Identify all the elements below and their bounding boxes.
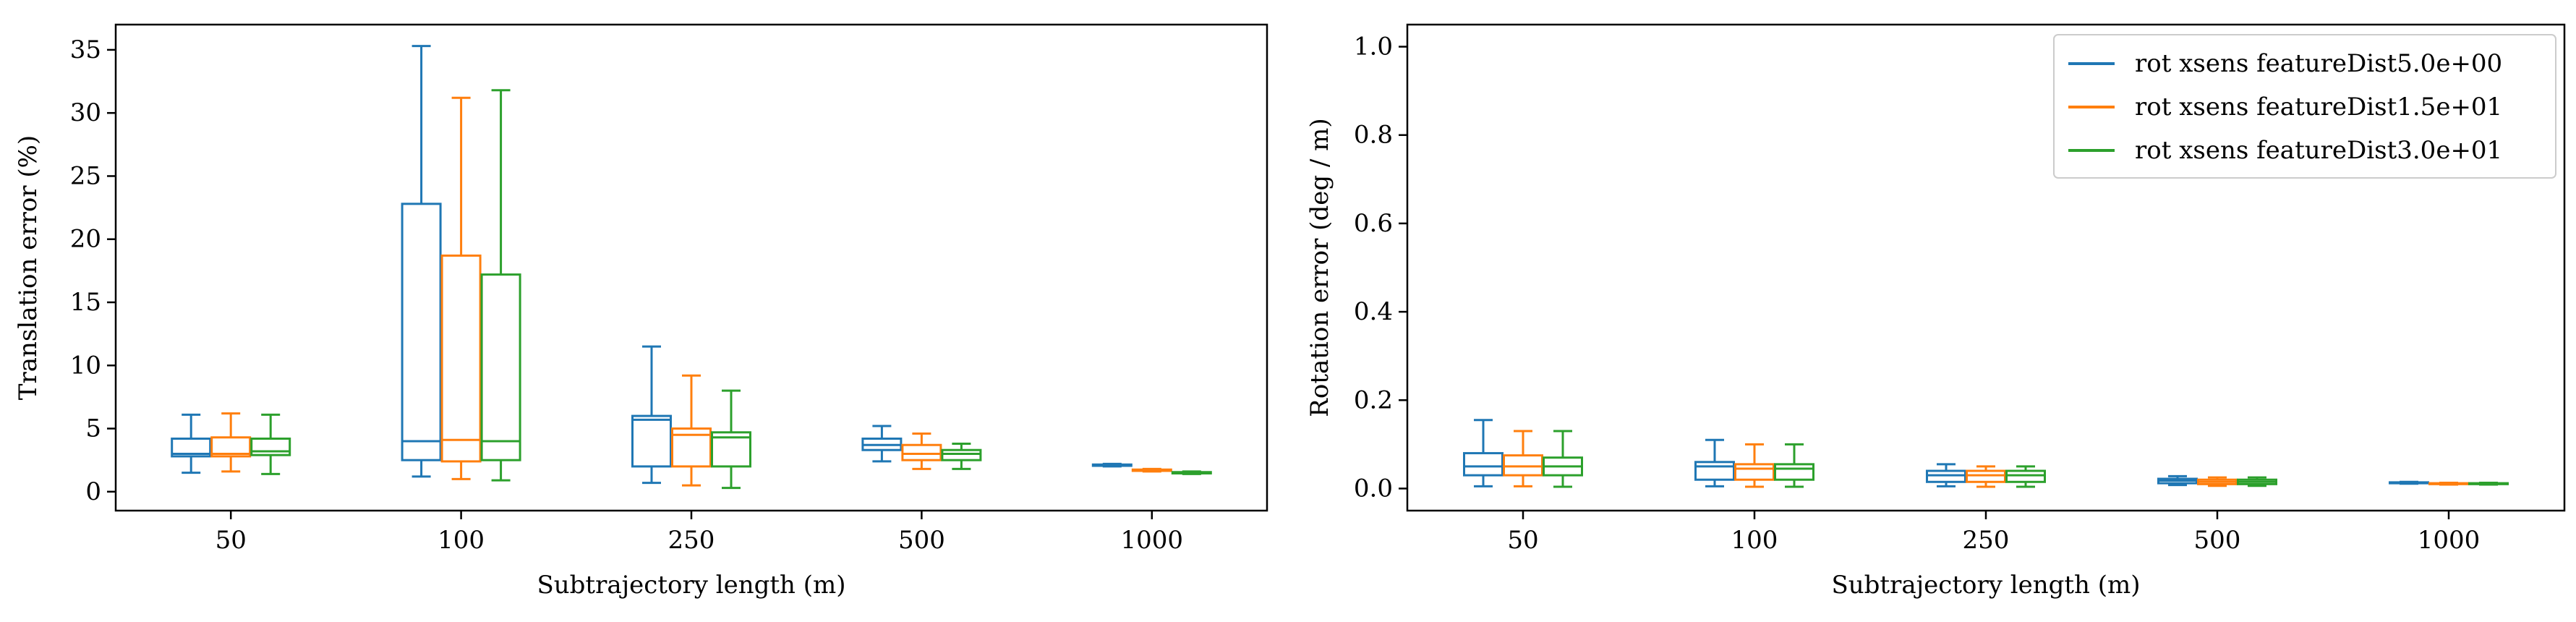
box-iqr <box>171 438 212 458</box>
box-1000-series-2 <box>1131 467 1172 473</box>
box-iqr <box>2005 469 2046 483</box>
box-1000-series-1 <box>2389 480 2429 485</box>
box-50-series-1 <box>1463 419 1504 487</box>
box-100-series-3 <box>480 89 521 482</box>
y-tick-label: 20 <box>70 225 101 254</box>
box-iqr <box>401 203 442 461</box>
x-tick-label: 250 <box>668 526 715 555</box>
x-tick-label: 1000 <box>2418 526 2481 555</box>
box-100-series-1 <box>1694 438 1735 487</box>
legend-label-1: rot xsens featureDist5.0e+00 <box>2135 49 2502 78</box>
box-250-series-3 <box>711 389 751 490</box>
box-iqr <box>250 438 291 456</box>
x-axis-label: Subtrajectory length (m) <box>537 571 845 600</box>
y-axis-label: Rotation error (deg / m) <box>1305 118 1334 417</box>
y-tick-label: 10 <box>70 351 101 380</box>
box-1000-series-2 <box>2428 482 2469 486</box>
box-100-series-1 <box>401 45 442 478</box>
box-iqr <box>1694 461 1735 481</box>
box-iqr <box>671 427 712 468</box>
legend-frame <box>2053 34 2556 179</box>
y-tick-label: 30 <box>70 98 101 127</box>
legend: rot xsens featureDist5.0e+00 rot xsens fe… <box>2053 34 2556 179</box>
plot-2: 0.0 0.2 0.4 0.6 0.8 1.0 50 100 250 500 1000 Subtraj… <box>1305 23 2566 600</box>
x-tick-label: 500 <box>898 526 945 555</box>
box-50-series-1 <box>171 413 212 474</box>
y-tick-label: 0.4 <box>1354 297 1393 326</box>
box-50-series-3 <box>250 413 291 475</box>
box-iqr <box>1966 469 2006 483</box>
box-iqr <box>631 414 672 468</box>
box-50-series-2 <box>1503 430 1543 487</box>
x-axis-label: Subtrajectory length (m) <box>1831 571 2140 600</box>
box-iqr <box>480 273 521 461</box>
y-tick-label: 0.8 <box>1354 121 1393 150</box>
y-tick-label: 0 <box>85 477 101 506</box>
box-1000-series-1 <box>1091 462 1133 468</box>
box-250-series-3 <box>2005 465 2046 488</box>
x-tick-label: 500 <box>2194 526 2241 555</box>
box-iqr <box>1463 452 1504 477</box>
y-axis-label: Translation error (%) <box>14 135 43 400</box>
box-50-series-2 <box>210 412 252 473</box>
box-250-series-1 <box>631 345 672 485</box>
box-500-series-1 <box>2157 474 2198 487</box>
box-500-series-3 <box>2237 476 2277 487</box>
legend-label-3: rot xsens featureDist3.0e+01 <box>2135 136 2502 165</box>
box-iqr <box>1774 463 1814 481</box>
x-tick-label: 1000 <box>1121 526 1184 555</box>
y-tick-label: 1.0 <box>1354 33 1393 61</box>
box-1000-series-3 <box>1171 470 1212 475</box>
box-500-series-2 <box>901 433 942 470</box>
y-tick-label: 5 <box>85 414 101 443</box>
y-tick-label: 0.2 <box>1354 385 1393 414</box>
x-tick-label: 100 <box>438 526 485 555</box>
y-tick-label: 25 <box>70 161 101 190</box>
box-100-series-3 <box>1774 443 1814 488</box>
x-tick-label: 50 <box>216 526 247 555</box>
y-tick-label: 35 <box>70 35 101 64</box>
box-iqr <box>210 436 252 458</box>
box-1000-series-3 <box>2468 482 2509 486</box>
x-tick-label: 50 <box>1507 526 1538 555</box>
plot-1: 0 5 10 15 20 25 30 35 50 100 250 500 1000 Subtrajecto… <box>14 23 1268 600</box>
box-500-series-1 <box>861 425 903 463</box>
box-250-series-2 <box>671 374 712 487</box>
box-iqr <box>1926 469 1966 483</box>
box-100-series-2 <box>1734 443 1775 488</box>
x-tick-label: 250 <box>1963 526 2010 555</box>
box-100-series-2 <box>440 96 482 480</box>
y-tick-label: 15 <box>70 288 101 317</box>
box-iqr <box>1734 463 1775 481</box>
box-iqr <box>941 448 982 461</box>
x-tick-label: 100 <box>1731 526 1778 555</box>
y-tick-label: 0.6 <box>1354 209 1393 238</box>
box-iqr <box>1503 454 1543 477</box>
box-iqr <box>901 443 942 461</box>
box-iqr <box>440 254 482 463</box>
y-tick-label: 0.0 <box>1354 474 1393 503</box>
box-iqr <box>711 431 751 468</box>
box-250-series-2 <box>1966 465 2006 488</box>
box-500-series-2 <box>2197 476 2238 487</box>
box-500-series-3 <box>941 442 982 470</box>
box-250-series-1 <box>1926 463 1966 487</box>
box-50-series-3 <box>1543 430 1583 488</box>
legend-label-2: rot xsens featureDist1.5e+01 <box>2135 93 2502 122</box>
